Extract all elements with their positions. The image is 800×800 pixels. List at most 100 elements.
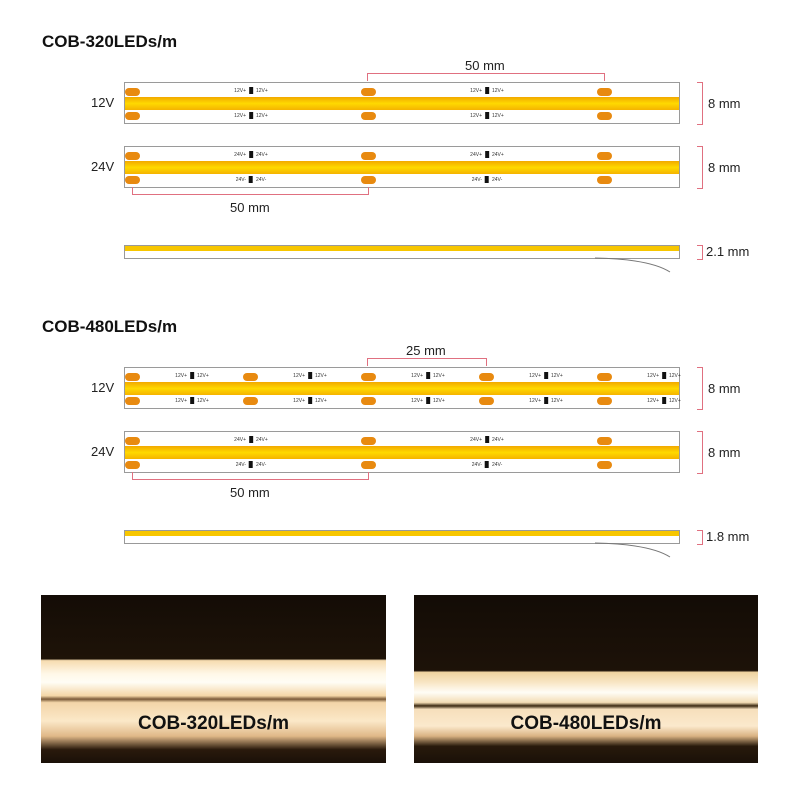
polarity-text: 24V- (471, 461, 482, 468)
pitch-label: 50 mm (230, 200, 270, 215)
cable-curve (594, 542, 671, 558)
solder-pad (361, 176, 376, 184)
polarity-text: 12V+ (492, 112, 504, 119)
resistor-label: 24V+ 24V+ (470, 151, 504, 158)
photo-cob-480: COB-480LEDs/m (414, 595, 758, 763)
polarity-text: 12V+ (551, 372, 563, 379)
solder-pad (361, 437, 376, 445)
led-strip: 12V+ 12V+ 12V+ 12V+ 12V+ 12V+ 12V+ 12V+ (124, 82, 680, 124)
voltage-label: 12V (91, 380, 115, 395)
resistor-label: 24V- 24V- (236, 176, 267, 183)
led-band (125, 382, 679, 395)
width-bracket (697, 82, 703, 125)
thickness-label: 1.8 mm (706, 529, 750, 544)
polarity-text: 12V+ (234, 112, 246, 119)
solder-pad (597, 176, 612, 184)
polarity-text: 12V+ (175, 372, 187, 379)
photo-caption: COB-320LEDs/m (138, 713, 289, 734)
section-title: COB-480LEDs/m (42, 317, 178, 336)
polarity-text: 24V+ (234, 436, 246, 443)
polarity-text: 24V+ (470, 151, 482, 158)
resistor-label: 24V+ 24V+ (234, 436, 268, 443)
led-band (125, 97, 679, 110)
polarity-text: 24V+ (256, 151, 268, 158)
resistor-icon (426, 397, 430, 404)
thickness-bracket (697, 245, 703, 260)
polarity-text: 24V- (471, 176, 482, 183)
polarity-text: 12V+ (492, 87, 504, 94)
resistor-icon (485, 151, 489, 158)
resistor-icon (308, 397, 312, 404)
voltage-label: 24V (91, 444, 115, 459)
photo-cob-320: COB-320LEDs/m (41, 595, 386, 763)
polarity-text: 12V+ (197, 372, 209, 379)
solder-pad (243, 373, 258, 381)
resistor-icon (249, 176, 253, 183)
width-label: 8 mm (708, 381, 741, 396)
resistor-label: 24V- 24V- (236, 461, 266, 468)
polarity-text: 12V+ (175, 397, 187, 404)
resistor-label: 12V+ 12V+ (175, 397, 209, 404)
solder-pad (597, 152, 612, 160)
polarity-text: 24V- (256, 176, 267, 183)
resistor-label: 24V+ 24V+ (470, 436, 504, 443)
pitch-bracket (132, 187, 369, 195)
resistor-label: 24V- 24V- (471, 176, 502, 183)
pitch-label: 50 mm (465, 58, 505, 73)
width-label: 8 mm (708, 445, 741, 460)
led-strip: 12V+ 12V+ 12V+ 12V+ 12V+ 12V+ 12V+ 12V+ 12V+ 12V+… (124, 367, 681, 409)
polarity-text: 24V+ (234, 151, 246, 158)
resistor-label: 12V+ 12V+ (470, 87, 504, 94)
solder-pad (597, 112, 612, 120)
polarity-text: 24V- (492, 461, 503, 468)
thickness-bracket (697, 530, 703, 545)
width-bracket (697, 146, 703, 189)
solder-pad (125, 152, 140, 160)
led-strip: 24V+ 24V+ 24V- 24V- 24V+ 24V+ 24V- 24V- (124, 431, 680, 473)
solder-pad (597, 437, 612, 445)
resistor-label: 12V+ 12V+ (411, 397, 445, 404)
voltage-label: 24V (91, 159, 115, 174)
resistor-label: 12V+ 12V+ (293, 372, 327, 379)
resistor-icon (485, 112, 489, 119)
solder-pad (597, 397, 612, 405)
resistor-icon (485, 461, 489, 468)
resistor-icon (249, 87, 253, 94)
solder-pad (125, 176, 140, 184)
polarity-text: 12V+ (256, 112, 268, 119)
solder-pad (479, 397, 494, 405)
width-label: 8 mm (708, 96, 741, 111)
resistor-icon (485, 436, 489, 443)
polarity-text: 24V+ (256, 436, 268, 443)
pitch-label: 25 mm (406, 343, 446, 358)
solder-pad (361, 461, 376, 469)
solder-pad (125, 397, 140, 405)
width-label: 8 mm (708, 160, 741, 175)
polarity-text: 24V+ (470, 436, 482, 443)
solder-pad (597, 88, 612, 96)
resistor-icon (485, 176, 489, 183)
polarity-text: 12V+ (293, 397, 305, 404)
led-band (125, 446, 679, 459)
polarity-text: 12V+ (315, 397, 327, 404)
solder-pad (243, 397, 258, 405)
polarity-text: 12V+ (293, 372, 305, 379)
led-layer (125, 531, 679, 536)
resistor-icon (662, 397, 666, 404)
polarity-text: 12V+ (411, 397, 423, 404)
pitch-bracket (367, 73, 605, 81)
polarity-text: 24V+ (492, 151, 504, 158)
width-bracket (697, 367, 703, 410)
resistor-icon (485, 87, 489, 94)
polarity-text: 12V+ (433, 397, 445, 404)
resistor-label: 12V+ 12V+ (647, 372, 681, 379)
solder-pad (361, 397, 376, 405)
polarity-text: 12V+ (197, 397, 209, 404)
voltage-label: 12V (91, 95, 115, 110)
polarity-text: 12V+ (256, 87, 268, 94)
resistor-icon (544, 397, 548, 404)
resistor-icon (308, 372, 312, 379)
polarity-text: 12V+ (433, 372, 445, 379)
polarity-text: 12V+ (647, 397, 659, 404)
section-title: COB-320LEDs/m (42, 32, 178, 51)
